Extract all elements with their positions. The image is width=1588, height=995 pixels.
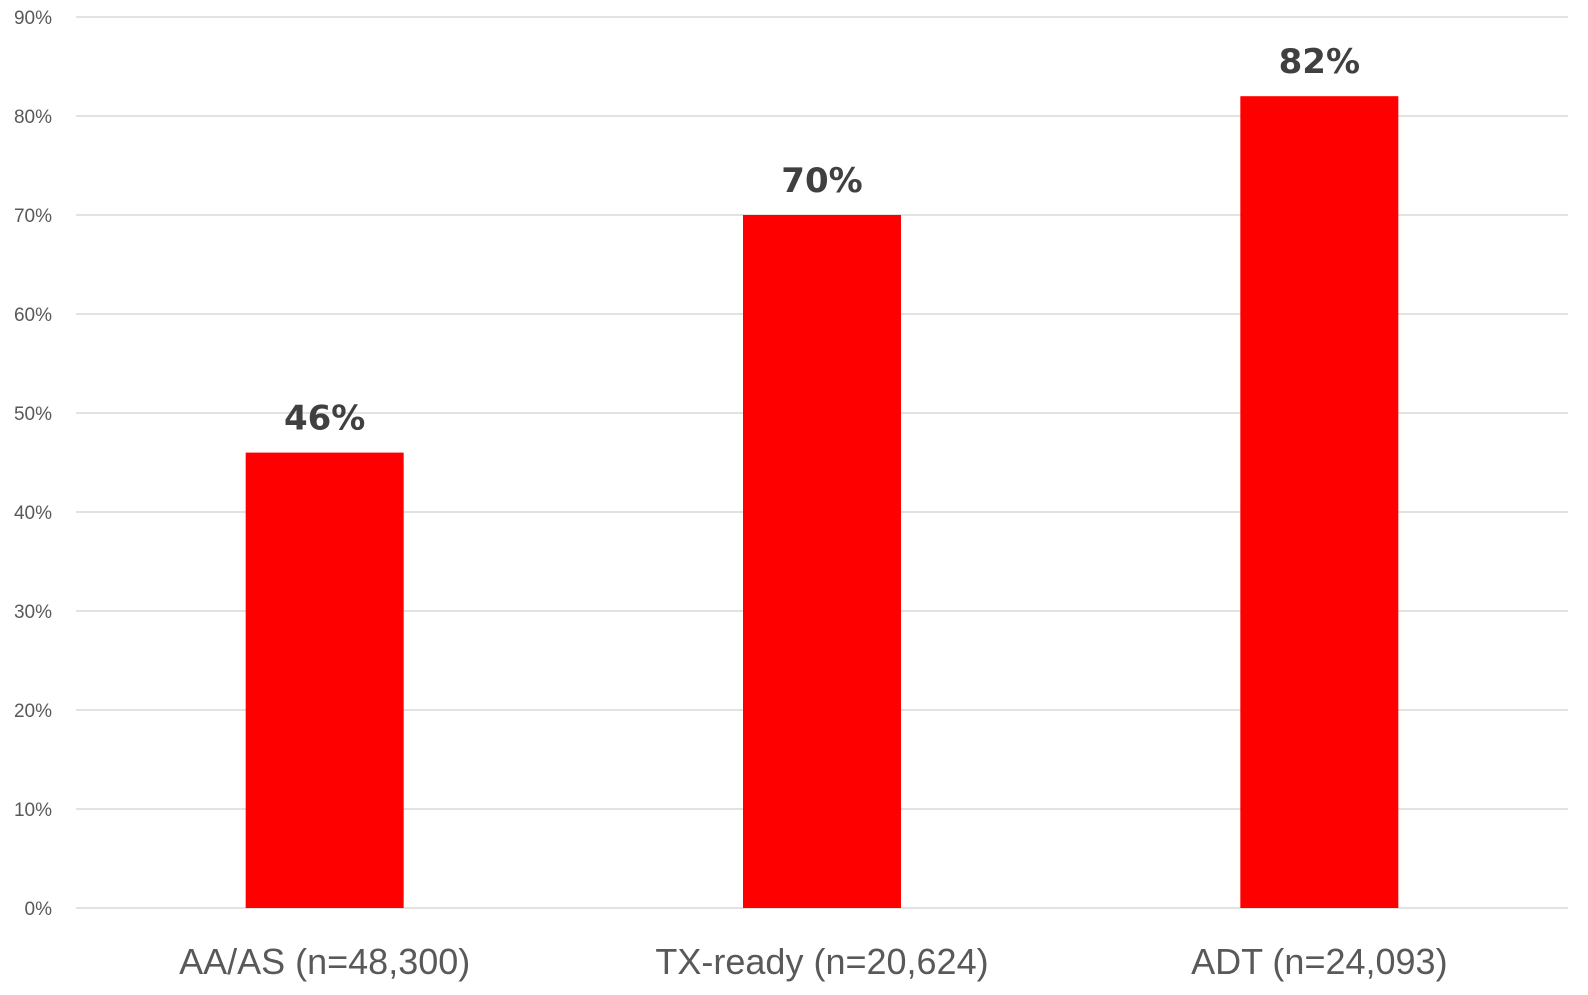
bar-3	[1240, 96, 1399, 908]
bars	[245, 96, 1399, 908]
x-axis: AA/AS (n=48,300) TX-ready (n=20,624) ADT (…	[179, 941, 1448, 982]
x-tick-label-1: AA/AS (n=48,300)	[179, 941, 470, 982]
y-tick-label: 90%	[14, 8, 52, 29]
data-label-3: 82%	[1279, 42, 1360, 82]
y-tick-label: 70%	[14, 206, 52, 227]
x-tick-label-2: TX-ready (n=20,624)	[655, 941, 988, 982]
bar-2	[743, 215, 901, 908]
y-tick-label: 80%	[14, 107, 52, 128]
data-label-1: 46%	[284, 399, 365, 439]
y-tick-label: 40%	[14, 503, 52, 524]
y-axis: 0% 10% 20% 30% 40% 50% 60% 70% 80% 90%	[14, 8, 52, 920]
y-tick-label: 50%	[14, 404, 52, 425]
x-tick-label-3: ADT (n=24,093)	[1191, 941, 1447, 982]
data-labels: 46% 70% 82%	[284, 42, 1360, 438]
y-tick-label: 30%	[14, 602, 52, 623]
data-label-2: 70%	[781, 161, 862, 201]
y-tick-label: 10%	[14, 800, 52, 821]
y-tick-label: 0%	[25, 899, 53, 920]
y-tick-label: 60%	[14, 305, 52, 326]
bar-1	[245, 452, 404, 908]
y-tick-label: 20%	[14, 701, 52, 722]
